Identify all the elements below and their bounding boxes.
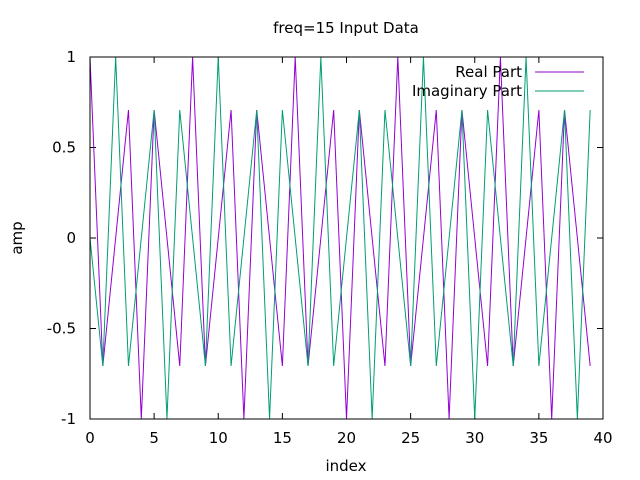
y-tick-label: 0 (66, 229, 76, 247)
x-tick-label: 0 (85, 429, 95, 447)
x-tick-label: 35 (529, 429, 548, 447)
x-tick-label: 15 (273, 429, 292, 447)
series-layer (89, 56, 591, 420)
x-tick-label: 20 (337, 429, 356, 447)
y-tick-label: -1 (61, 410, 76, 428)
y-tick-label: 0.5 (52, 139, 76, 157)
y-tick-label: -0.5 (47, 320, 76, 338)
x-tick-label: 10 (209, 429, 228, 447)
x-tick-label: 30 (465, 429, 484, 447)
series-line-imaginary-part (89, 56, 591, 420)
series-line-real-part (89, 56, 591, 420)
y-tick-label: 1 (66, 48, 76, 66)
x-tick-label: 5 (149, 429, 159, 447)
chart-title: freq=15 Input Data (273, 19, 419, 37)
x-tick-label: 25 (401, 429, 420, 447)
ticks: 0 5 10 15 20 25 30 35 40 -1 -0.5 0 0.5 1 (47, 48, 613, 447)
plot-frame (89, 56, 604, 420)
x-axis-label: index (325, 457, 366, 475)
y-axis-label: amp (8, 221, 26, 254)
x-tick-label: 40 (593, 429, 612, 447)
legend-label-imaginary-part: Imaginary Part (412, 82, 522, 100)
legend-label-real-part: Real Part (455, 63, 522, 81)
